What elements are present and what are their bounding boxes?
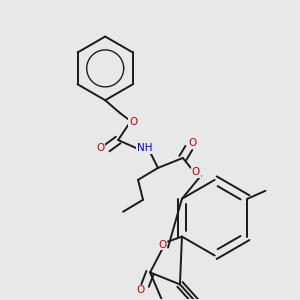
Text: O: O bbox=[158, 240, 166, 250]
Text: O: O bbox=[192, 167, 200, 177]
Text: O: O bbox=[136, 285, 144, 295]
Text: O: O bbox=[189, 138, 197, 148]
Text: NH: NH bbox=[137, 143, 153, 153]
Text: O: O bbox=[129, 117, 137, 127]
Text: O: O bbox=[96, 143, 104, 153]
